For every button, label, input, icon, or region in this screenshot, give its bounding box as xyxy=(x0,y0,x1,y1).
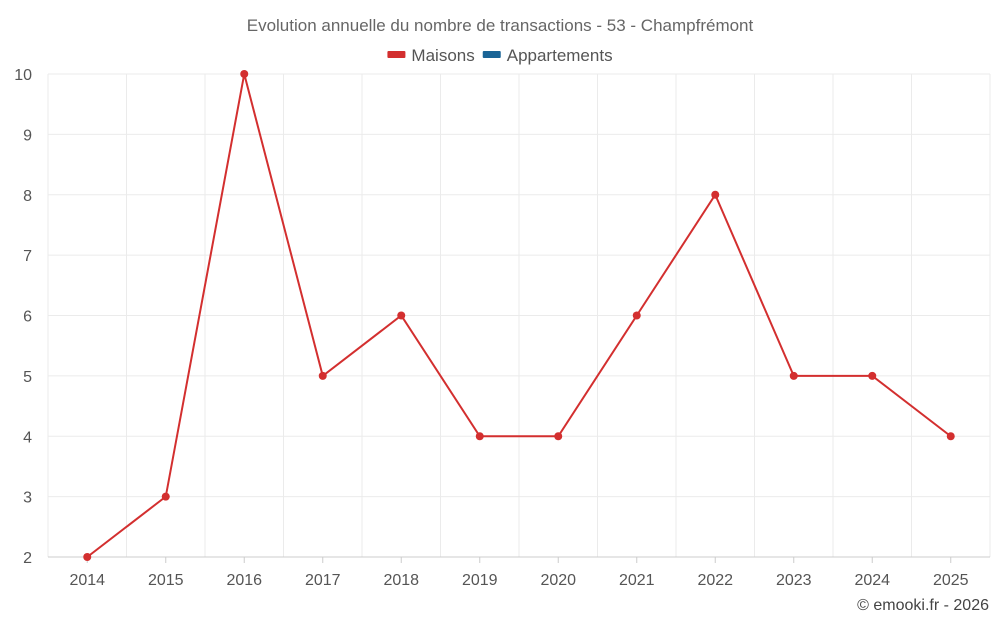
series-line-maisons xyxy=(86,73,952,558)
y-tick-label: 4 xyxy=(23,429,32,446)
data-point[interactable] xyxy=(711,190,720,199)
x-tick-label: 2025 xyxy=(933,572,969,589)
x-tick-label: 2015 xyxy=(148,572,184,589)
legend-swatch xyxy=(387,51,406,58)
data-point[interactable] xyxy=(318,371,327,380)
x-tick-label: 2018 xyxy=(383,572,419,589)
x-tick-label: 2022 xyxy=(697,572,733,589)
series-group xyxy=(83,70,955,561)
x-tick-label: 2014 xyxy=(69,572,105,589)
y-tick-label: 6 xyxy=(23,309,32,326)
x-tick-label: 2024 xyxy=(854,572,890,589)
credit-text: © emooki.fr - 2026 xyxy=(857,597,989,614)
x-tick-label: 2019 xyxy=(462,572,498,589)
x-axis: 2014 2015 2016 2017 2018 2019 2020 2021 2022 2023… xyxy=(69,557,969,589)
y-tick-label: 2 xyxy=(23,550,32,567)
legend-label: Maisons xyxy=(411,46,474,65)
data-point[interactable] xyxy=(554,432,563,441)
data-point[interactable] xyxy=(475,432,484,441)
data-point[interactable] xyxy=(397,311,406,320)
legend-label: Appartements xyxy=(507,46,613,65)
y-tick-label: 8 xyxy=(23,188,32,205)
data-point[interactable] xyxy=(240,70,249,78)
chart-title: Evolution annuelle du nombre de transact… xyxy=(247,16,754,35)
data-point[interactable] xyxy=(789,371,798,380)
y-tick-label: 3 xyxy=(23,490,32,507)
data-point[interactable] xyxy=(161,492,170,501)
x-tick-label: 2017 xyxy=(305,572,341,589)
legend: Maisons Appartements xyxy=(387,46,613,65)
legend-item-maisons[interactable]: Maisons xyxy=(387,46,475,65)
legend-item-appartements[interactable]: Appartements xyxy=(482,46,613,65)
data-point[interactable] xyxy=(868,371,877,380)
data-point[interactable] xyxy=(632,311,641,320)
x-tick-label: 2020 xyxy=(540,572,576,589)
x-tick-label: 2016 xyxy=(226,572,262,589)
y-tick-label: 9 xyxy=(23,127,32,144)
y-tick-label: 5 xyxy=(23,369,32,386)
data-point[interactable] xyxy=(83,553,92,561)
data-point[interactable] xyxy=(946,432,955,441)
y-tick-label: 10 xyxy=(14,67,32,84)
x-tick-label: 2023 xyxy=(776,572,812,589)
legend-swatch xyxy=(482,51,501,58)
x-tick-label: 2021 xyxy=(619,572,655,589)
y-axis: 2 3 4 5 6 7 8 9 10 xyxy=(14,67,32,567)
y-tick-label: 7 xyxy=(23,248,32,265)
grid xyxy=(47,73,991,558)
